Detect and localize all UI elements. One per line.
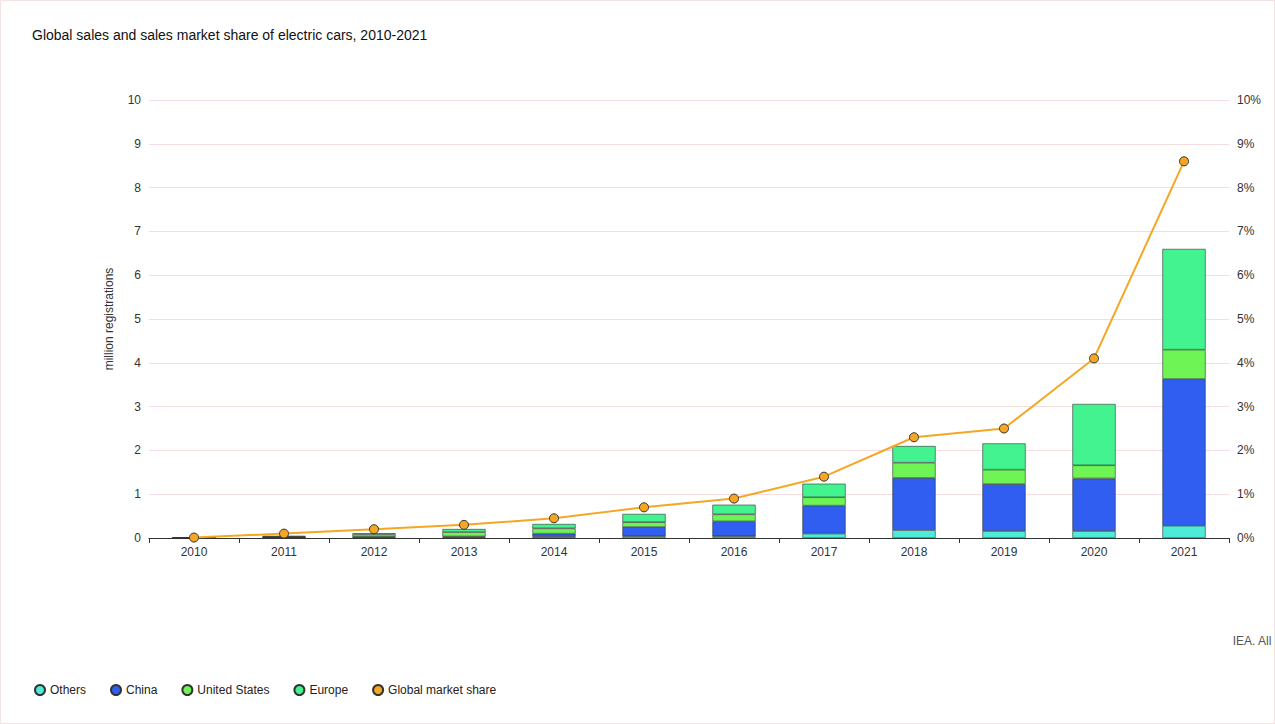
svg-text:5%: 5% [1237,312,1255,326]
svg-text:6%: 6% [1237,268,1255,282]
svg-text:7%: 7% [1237,224,1255,238]
svg-text:United States: United States [197,683,269,697]
svg-text:China: China [126,683,158,697]
svg-text:2021: 2021 [1171,545,1198,559]
svg-text:2: 2 [134,443,141,457]
svg-text:Global market share: Global market share [388,683,496,697]
svg-text:8%: 8% [1237,181,1255,195]
svg-text:1: 1 [134,487,141,501]
svg-text:2019: 2019 [991,545,1018,559]
svg-text:Others: Others [50,683,86,697]
svg-text:2011: 2011 [271,545,297,559]
svg-text:Global sales and sales market: Global sales and sales market share of e… [32,27,428,43]
svg-text:3%: 3% [1237,400,1255,414]
svg-text:8: 8 [134,181,141,195]
svg-text:2010: 2010 [181,545,208,559]
svg-text:10%: 10% [1237,93,1261,107]
svg-text:2012: 2012 [361,545,388,559]
svg-text:million registrations: million registrations [102,268,116,371]
svg-text:2017: 2017 [811,545,838,559]
svg-text:2018: 2018 [901,545,928,559]
svg-text:4%: 4% [1237,356,1255,370]
svg-text:10: 10 [128,93,142,107]
svg-text:Europe: Europe [309,683,348,697]
svg-text:1%: 1% [1237,487,1255,501]
svg-text:2%: 2% [1237,443,1255,457]
svg-text:5: 5 [134,312,141,326]
svg-text:4: 4 [134,356,141,370]
svg-text:7: 7 [134,224,141,238]
svg-text:9%: 9% [1237,137,1255,151]
svg-text:0: 0 [134,531,141,545]
svg-text:6: 6 [134,268,141,282]
svg-text:IEA. All: IEA. All [1233,634,1272,648]
svg-text:9: 9 [134,137,141,151]
svg-text:2013: 2013 [451,545,478,559]
svg-text:3: 3 [134,400,141,414]
svg-text:2015: 2015 [631,545,658,559]
svg-text:2020: 2020 [1081,545,1108,559]
svg-text:2016: 2016 [721,545,748,559]
svg-text:0%: 0% [1237,531,1255,545]
svg-text:2014: 2014 [541,545,568,559]
